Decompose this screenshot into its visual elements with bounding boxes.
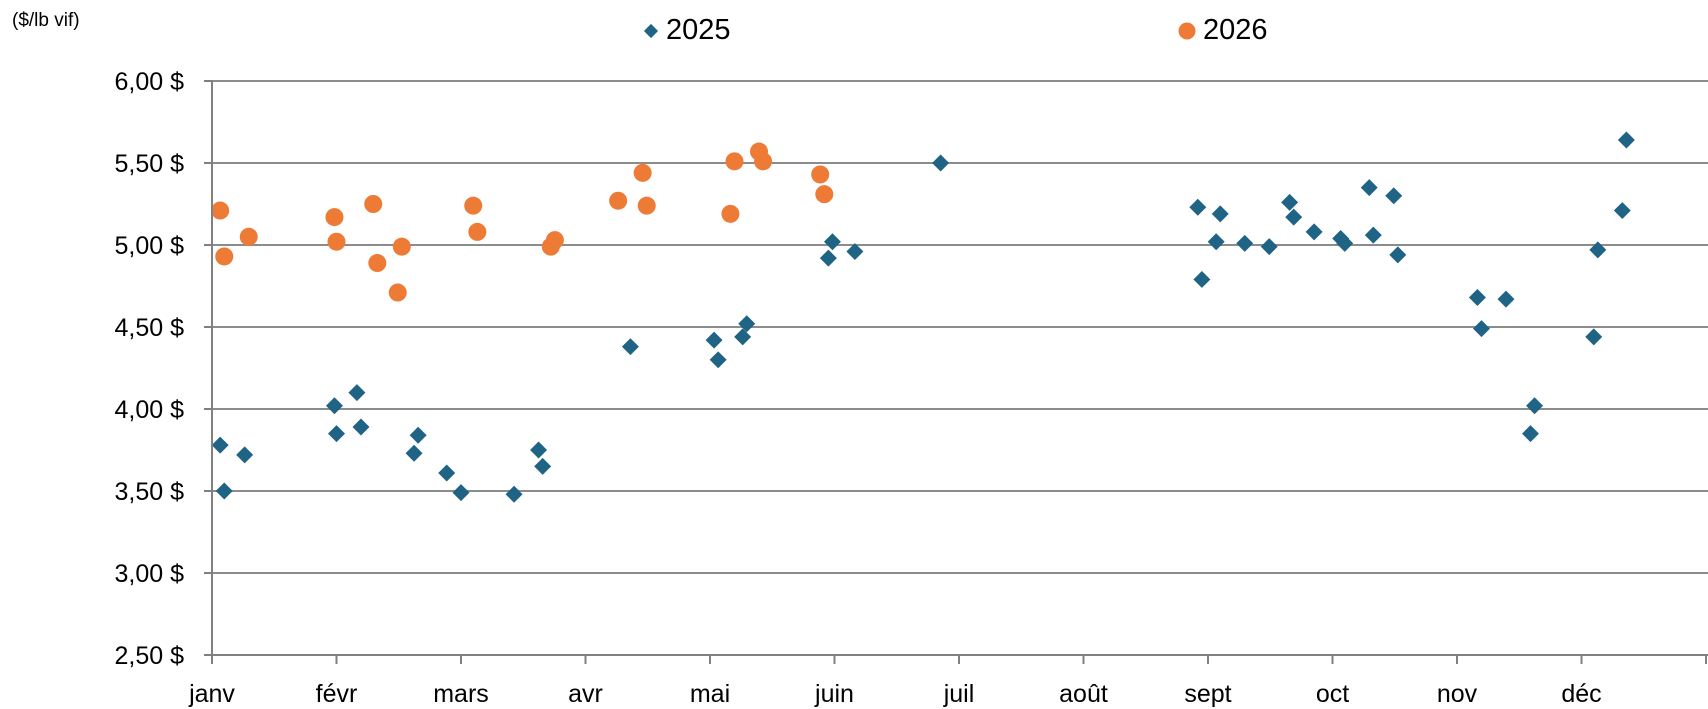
point-2025: [328, 425, 345, 443]
point-2026: [545, 231, 564, 250]
point-2025: [452, 484, 470, 502]
point-2025: [709, 351, 727, 369]
x-axis-ticks: janv févr mars avr mai juin juil août sept oct nov…: [188, 655, 1707, 708]
x-tick-label: avr: [568, 680, 603, 708]
y-axis-unit-label: ($/lb vif): [12, 10, 80, 31]
point-2025: [1305, 223, 1323, 241]
y-tick-label: 2,50 $: [114, 642, 184, 670]
x-tick-label: juil: [943, 680, 975, 708]
point-2025: [1585, 328, 1603, 346]
point-2025: [1360, 179, 1378, 197]
point-2025: [211, 436, 229, 454]
point-2025: [352, 418, 370, 436]
point-2026: [325, 208, 344, 227]
y-tick-label: 5,00 $: [114, 232, 184, 260]
legend-item-2025: 2025: [642, 14, 731, 47]
x-tick-label: sept: [1184, 680, 1231, 708]
data-points: [211, 131, 1635, 503]
point-2025: [1497, 290, 1515, 308]
point-2025: [1193, 270, 1211, 288]
x-tick-label: juin: [814, 680, 854, 708]
point-2025: [1617, 131, 1635, 149]
x-tick-label: mai: [690, 680, 730, 708]
point-2026: [327, 232, 346, 251]
point-2025: [819, 249, 837, 267]
y-tick-label: 5,50 $: [114, 150, 184, 178]
point-2025: [348, 384, 366, 402]
y-tick-label: 3,00 $: [114, 560, 184, 588]
point-2026: [811, 165, 830, 184]
legend-item-2026: 2026: [1177, 14, 1268, 47]
point-2026: [239, 227, 258, 246]
point-2025: [530, 441, 548, 459]
point-2026: [633, 163, 652, 182]
point-2025: [405, 444, 423, 462]
legend-label-2026: 2026: [1203, 14, 1268, 46]
point-2025: [734, 328, 752, 346]
point-2026: [815, 185, 834, 204]
x-tick-label: mars: [433, 680, 489, 708]
point-2025: [505, 485, 523, 503]
point-2025: [705, 331, 723, 349]
y-tick-label: 4,50 $: [114, 314, 184, 342]
x-tick-label: févr: [316, 680, 358, 708]
point-2025: [1526, 397, 1544, 415]
point-2025: [1211, 205, 1229, 223]
circle-marker-icon: [1178, 22, 1196, 39]
y-tick-label: 3,50 $: [114, 478, 184, 506]
point-2025: [1236, 234, 1254, 252]
point-2025: [1468, 288, 1486, 306]
point-2025: [1260, 238, 1278, 256]
point-2025: [621, 338, 639, 356]
point-2026: [392, 237, 411, 256]
point-2025: [932, 154, 950, 172]
x-tick-label: nov: [1437, 680, 1478, 708]
point-2026: [464, 196, 483, 215]
point-2026: [364, 195, 383, 213]
point-2025: [1613, 202, 1631, 220]
point-2025: [1385, 187, 1403, 205]
x-tick-label: janv: [188, 680, 235, 708]
point-2025: [1364, 226, 1382, 244]
y-axis-ticks: 2,50 $ 3,00 $ 3,50 $ 4,00 $ 4,50 $ 5,00 $ 5,50…: [114, 68, 212, 670]
point-2025: [215, 482, 233, 500]
point-2026: [609, 191, 628, 210]
x-tick-label: déc: [1561, 680, 1601, 708]
point-2026: [211, 201, 230, 220]
point-2026: [721, 204, 740, 223]
point-2025: [1285, 208, 1303, 226]
point-2025: [1473, 320, 1490, 338]
y-tick-label: 6,00 $: [114, 68, 184, 96]
point-2025: [409, 426, 427, 444]
grid-lines: [212, 80, 1708, 574]
point-2026: [215, 247, 234, 266]
point-2025: [738, 315, 756, 333]
point-2026: [468, 222, 487, 241]
point-2025: [1389, 246, 1407, 264]
point-2025: [534, 457, 552, 475]
point-2026: [754, 152, 773, 171]
point-2025: [1589, 241, 1607, 259]
x-tick-label: août: [1059, 680, 1108, 708]
x-tick-label: oct: [1316, 680, 1349, 708]
point-2026: [637, 196, 656, 215]
point-2026: [388, 283, 407, 302]
axes: [211, 81, 1708, 656]
y-tick-label: 4,00 $: [114, 396, 184, 424]
diamond-marker-icon: [643, 23, 659, 38]
point-2025: [236, 446, 254, 464]
point-2025: [1521, 425, 1539, 443]
point-2025: [1189, 198, 1207, 216]
point-2026: [725, 152, 744, 171]
point-2026: [368, 254, 387, 273]
point-2025: [846, 243, 864, 261]
point-2025: [325, 397, 343, 415]
point-2025: [1281, 193, 1299, 211]
point-2025: [1207, 233, 1225, 251]
point-2025: [438, 464, 456, 482]
point-2025: [823, 233, 841, 251]
legend-label-2025: 2025: [666, 14, 731, 46]
